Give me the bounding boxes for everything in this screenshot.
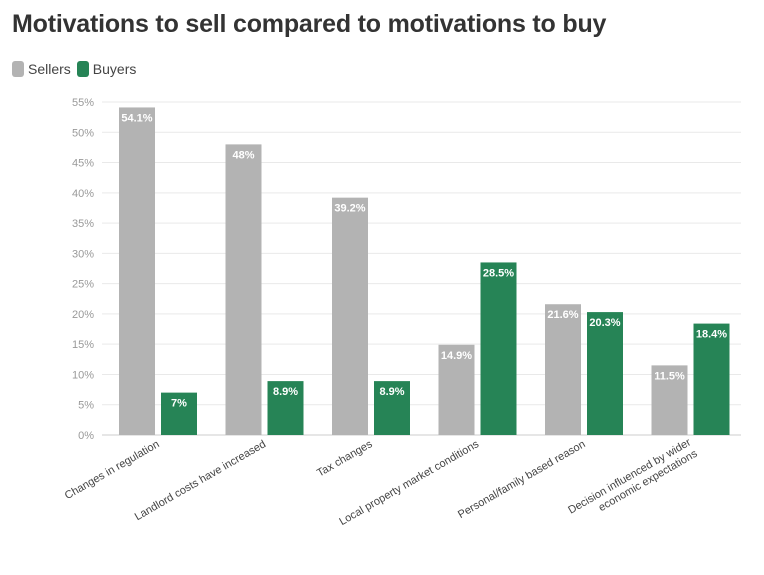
y-tick-label: 10% xyxy=(72,369,94,381)
bar-buyers[interactable] xyxy=(480,262,517,435)
y-tick-label: 55% xyxy=(72,97,94,109)
chart-title: Motivations to sell compared to motivati… xyxy=(12,10,607,38)
legend-item-buyers[interactable]: Buyers xyxy=(76,61,137,77)
data-label: 48% xyxy=(232,149,254,161)
x-tick-label: Decision influenced by widereconomic exp… xyxy=(566,436,700,528)
bar-buyers[interactable] xyxy=(161,392,197,435)
data-label: 11.5% xyxy=(654,370,685,382)
y-tick-label: 30% xyxy=(72,248,94,260)
bar-sellers[interactable] xyxy=(225,144,262,435)
y-tick-label: 5% xyxy=(78,400,94,412)
legend-swatch-sellers xyxy=(12,61,24,77)
data-label: 54.1% xyxy=(121,112,152,124)
legend: Sellers Buyers xyxy=(12,61,142,77)
data-label: 28.5% xyxy=(483,267,514,279)
y-tick-label: 45% xyxy=(72,158,94,170)
x-tick-label-line: Changes in regulation xyxy=(63,438,162,502)
bar-sellers[interactable] xyxy=(545,304,581,435)
data-label: 21.6% xyxy=(547,309,578,321)
bar-buyers[interactable] xyxy=(587,312,623,435)
legend-item-sellers[interactable]: Sellers xyxy=(12,61,71,77)
data-label: 14.9% xyxy=(441,350,472,362)
legend-label-sellers: Sellers xyxy=(28,61,71,77)
y-tick-label: 25% xyxy=(72,279,94,291)
bar-sellers[interactable] xyxy=(119,107,155,435)
data-label: 7% xyxy=(171,398,187,410)
bar-buyers[interactable] xyxy=(693,323,730,435)
bar-sellers[interactable] xyxy=(332,197,368,435)
bar-sellers[interactable] xyxy=(651,365,688,435)
y-tick-label: 40% xyxy=(72,188,94,200)
legend-swatch-buyers xyxy=(76,61,89,77)
data-label: 8.9% xyxy=(273,386,298,398)
bar-buyers[interactable] xyxy=(374,381,410,435)
x-tick-label-line: Tax changes xyxy=(315,438,375,480)
legend-label-buyers: Buyers xyxy=(92,61,137,77)
x-tick-label: Changes in regulation xyxy=(63,438,162,502)
y-tick-label: 15% xyxy=(72,339,94,351)
bar-sellers[interactable] xyxy=(438,344,475,435)
y-tick-label: 50% xyxy=(72,127,94,139)
y-tick-label: 20% xyxy=(72,309,94,321)
bar-buyers[interactable] xyxy=(267,381,304,435)
x-tick-label: Tax changes xyxy=(315,438,375,480)
data-label: 8.9% xyxy=(379,386,404,398)
y-tick-label: 35% xyxy=(72,218,94,230)
y-tick-label: 0% xyxy=(78,430,94,442)
data-label: 39.2% xyxy=(334,203,365,215)
data-label: 18.4% xyxy=(696,329,727,341)
data-label: 20.3% xyxy=(589,317,620,329)
